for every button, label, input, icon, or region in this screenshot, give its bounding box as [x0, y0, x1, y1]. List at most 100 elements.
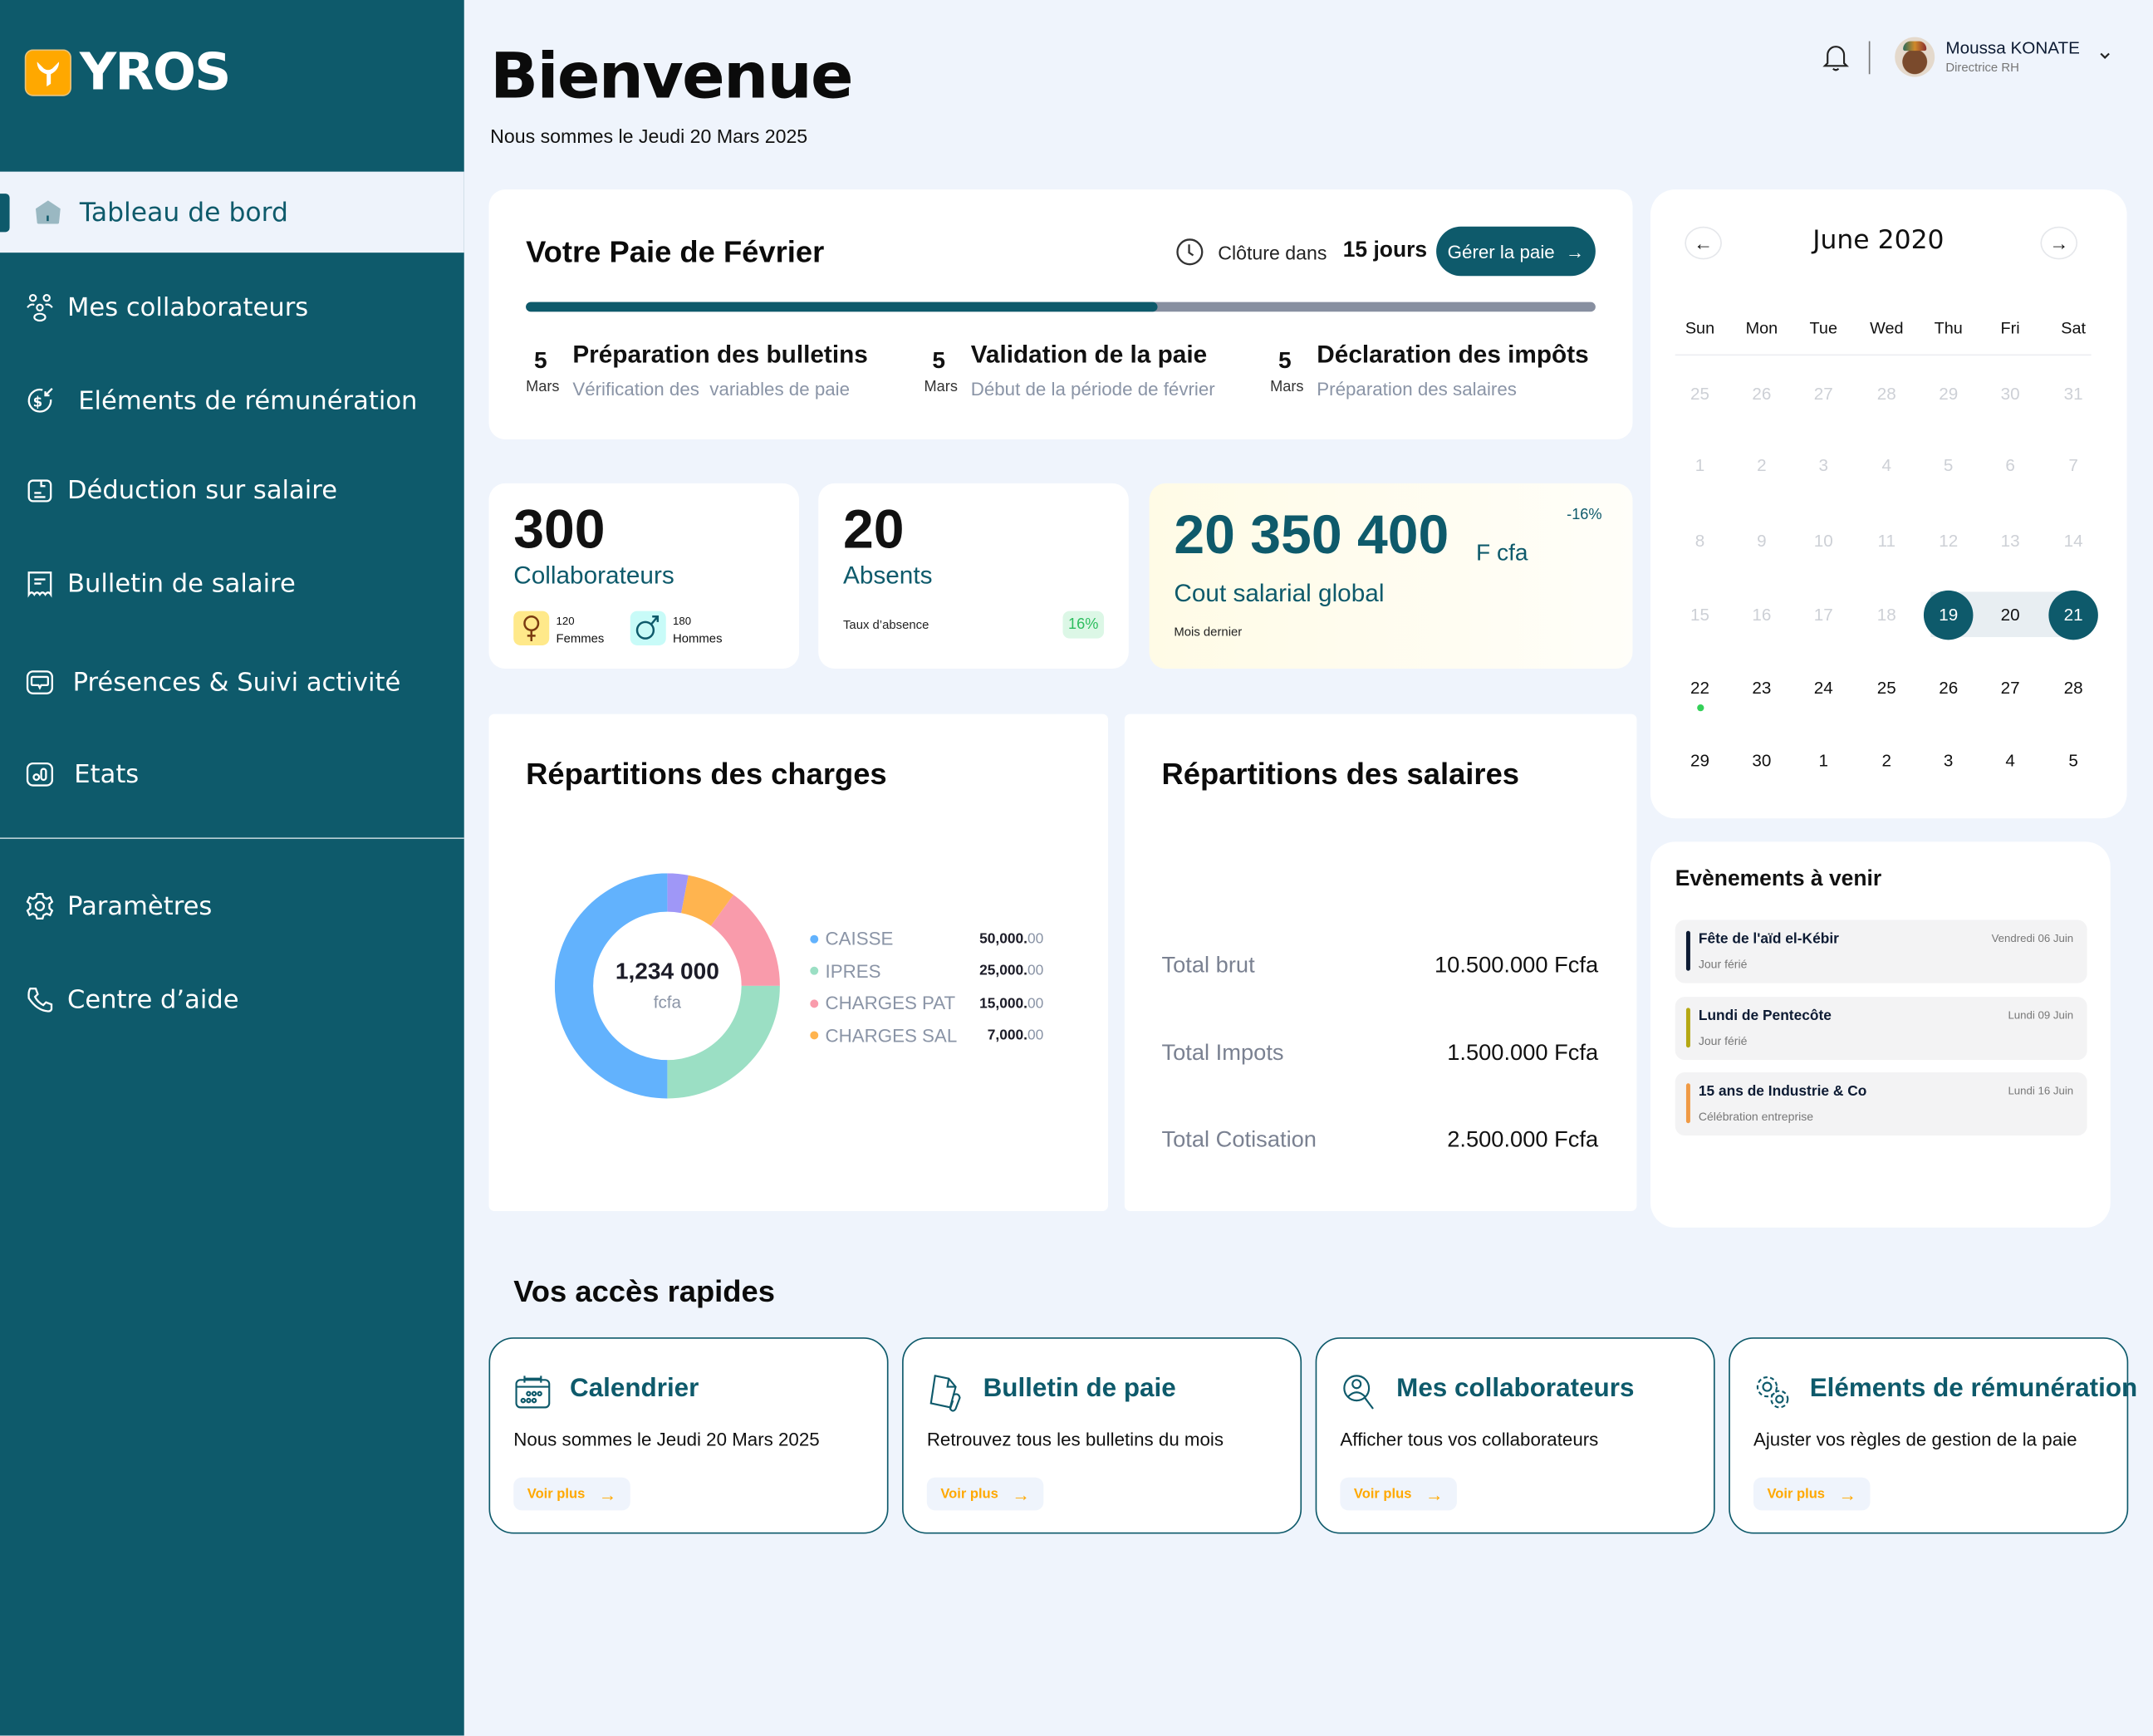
next-month-button[interactable]: → — [2040, 226, 2078, 260]
step-month: Mars — [526, 379, 560, 396]
calendar-day[interactable]: 27 — [2000, 678, 2020, 698]
button-label: Voir plus — [1767, 1486, 1825, 1502]
calendar-day[interactable]: 28 — [1876, 384, 1896, 404]
sidebar-item-collaborateurs[interactable]: Mes collaborateurs — [25, 287, 309, 328]
donut-slice-charges-sal[interactable] — [681, 875, 734, 926]
event-item[interactable]: Fête de l'aïd el-Kébir Jour férié Vendredi… — [1675, 919, 2087, 983]
salary-cost-card[interactable]: 20 350 400 F cfa -16% Cout salarial glob… — [1149, 483, 1633, 669]
calendar-day[interactable]: 24 — [1813, 678, 1833, 698]
voir-plus-button[interactable]: Voir plus → — [926, 1477, 1044, 1511]
events-title: Evènements à venir — [1675, 867, 1882, 891]
calendar-day[interactable]: 25 — [1690, 384, 1709, 404]
calendar-day[interactable]: 12 — [1939, 531, 1959, 551]
calendar-day[interactable]: 14 — [2063, 531, 2083, 551]
calendar-day[interactable]: 29 — [1690, 751, 1709, 771]
calendar-day[interactable]: 30 — [2000, 384, 2020, 404]
quick-card-3[interactable]: Mes collaborateurs Afficher tous vos coll… — [1315, 1337, 1715, 1534]
sidebar-item-presences[interactable]: Présences & Suivi activité — [25, 662, 401, 704]
payroll-progress — [526, 302, 1596, 312]
quick-card-2[interactable]: Bulletin de paie Retrouvez tous les bulle… — [902, 1337, 1302, 1534]
calendar-day[interactable]: 27 — [1813, 384, 1833, 404]
collaborators-label: Collaborateurs — [513, 562, 674, 590]
legend-value: 15,000.00 — [979, 995, 1043, 1012]
legend-item: CAISSE 50,000.00 — [810, 923, 1043, 955]
calendar-day[interactable]: 17 — [1813, 605, 1833, 625]
payroll-step: 5 Mars Validation de la paie Début de la pé… — [924, 338, 1322, 407]
weekday-label: Thu — [1934, 318, 1963, 338]
chart-legend: CAISSE 50,000.00 IPRES 25,000.00 CHARGES PAT… — [810, 923, 1043, 1052]
quick-card-4[interactable]: Eléments de rémunération Ajuster vos règl… — [1729, 1337, 2137, 1534]
sidebar-divider — [0, 837, 464, 840]
calendar-day[interactable]: 16 — [1752, 605, 1772, 625]
calendar-day[interactable]: 26 — [1939, 678, 1959, 698]
event-subtitle: Célébration entreprise — [1698, 1109, 1814, 1124]
legend-item: CHARGES SAL 7,000.00 — [810, 1019, 1043, 1052]
sidebar-item-etats[interactable]: Etats — [25, 754, 139, 796]
manage-payroll-button[interactable]: Gérer la paie → — [1436, 226, 1596, 277]
calendar-day[interactable]: 30 — [1752, 751, 1772, 771]
calendar-day[interactable]: 2 — [1757, 455, 1767, 475]
voir-plus-button[interactable]: Voir plus → — [1753, 1477, 1871, 1511]
calendar-day[interactable]: 22 — [1690, 678, 1709, 698]
calendar-day[interactable]: 7 — [2068, 455, 2078, 475]
home-icon — [35, 200, 61, 224]
donut-slice-ipres[interactable] — [667, 985, 780, 1099]
chevron-down-icon[interactable] — [2098, 51, 2112, 61]
quick-card-title: Eléments de rémunération — [1809, 1374, 2138, 1404]
button-label: Gérer la paie — [1447, 241, 1555, 262]
calendar-day[interactable]: 28 — [2063, 678, 2083, 698]
step-title: Validation de la paie — [970, 340, 1208, 369]
user-name[interactable]: Moussa KONATE — [1945, 38, 2080, 58]
calendar-day[interactable]: 5 — [1943, 455, 1954, 475]
donut-slice-caisse[interactable] — [554, 873, 668, 1099]
collaborators-card[interactable]: 300 Collaborateurs 120 Femmes 180 Hommes — [488, 483, 800, 669]
salary-cost-period: Mois dernier — [1174, 625, 1243, 639]
sidebar-item-tableau-de-bord[interactable]: Tableau de bord — [0, 171, 464, 253]
active-indicator — [0, 194, 10, 233]
bell-icon[interactable] — [1822, 42, 1850, 72]
calendar-day[interactable]: 11 — [1877, 531, 1896, 551]
arrow-right-icon: → — [1565, 241, 1585, 262]
calendar-day[interactable]: 5 — [2068, 751, 2078, 771]
calendar-day[interactable]: 13 — [2000, 531, 2020, 551]
calendar-day[interactable]: 4 — [1881, 455, 1892, 475]
calendar-day[interactable]: 4 — [2005, 751, 2015, 771]
absents-card[interactable]: 20 Absents Taux d’absence 16% — [818, 483, 1129, 669]
calendar-day[interactable]: 3 — [1943, 751, 1954, 771]
donut-slice-other[interactable] — [667, 873, 689, 914]
calendar-day[interactable]: 23 — [1752, 678, 1772, 698]
calendar-day[interactable]: 15 — [1690, 605, 1709, 625]
sidebar-item-bulletin[interactable]: Bulletin de salaire — [25, 563, 296, 605]
prev-month-button[interactable]: ← — [1685, 226, 1722, 260]
calendar-day-selected[interactable]: 19 — [1923, 590, 1974, 640]
calendar-day[interactable]: 6 — [2005, 455, 2015, 475]
calendar-day[interactable]: 8 — [1694, 531, 1705, 551]
calendar-day[interactable]: 1 — [1694, 455, 1705, 475]
avatar[interactable] — [1895, 37, 1935, 77]
sidebar-item-deduction[interactable]: Déduction sur salaire — [25, 469, 337, 511]
calendar-day-selected[interactable]: 21 — [2048, 590, 2098, 640]
calendar-day[interactable]: 25 — [1876, 678, 1896, 698]
event-item[interactable]: 15 ans de Industrie & Co Célébration entr… — [1675, 1072, 2087, 1136]
voir-plus-button[interactable]: Voir plus → — [513, 1477, 630, 1511]
calendar-day[interactable]: 9 — [1757, 531, 1767, 551]
users-icon — [27, 294, 53, 322]
calendar-day[interactable]: 18 — [1876, 605, 1896, 625]
quick-card-1[interactable]: Calendrier Nous sommes le Jeudi 20 Mars 2… — [488, 1337, 889, 1534]
calendar-day[interactable]: 3 — [1818, 455, 1828, 475]
calendar-day[interactable]: 20 — [2000, 605, 2020, 625]
sidebar-item-parametres[interactable]: Paramètres — [25, 885, 212, 927]
quick-card-description: Nous sommes le Jeudi 20 Mars 2025 — [513, 1429, 820, 1450]
calendar-day[interactable]: 26 — [1752, 384, 1772, 404]
voir-plus-button[interactable]: Voir plus → — [1340, 1477, 1457, 1511]
sidebar-item-remuneration[interactable]: $ Eléments de rémunération — [25, 380, 418, 422]
event-item[interactable]: Lundi de Pentecôte Jour férié Lundi 09 Jui… — [1675, 996, 2087, 1060]
calendar-day[interactable]: 29 — [1939, 384, 1959, 404]
calendar-day[interactable]: 1 — [1818, 751, 1828, 771]
calendar-day[interactable]: 2 — [1881, 751, 1892, 771]
calendar-day[interactable]: 31 — [2063, 384, 2083, 404]
calendar-day[interactable]: 10 — [1813, 531, 1833, 551]
sidebar-item-aide[interactable]: Centre d’aide — [25, 979, 239, 1021]
donut-slice-charges-pat[interactable] — [710, 895, 780, 986]
logo[interactable]: YROS — [24, 42, 231, 101]
